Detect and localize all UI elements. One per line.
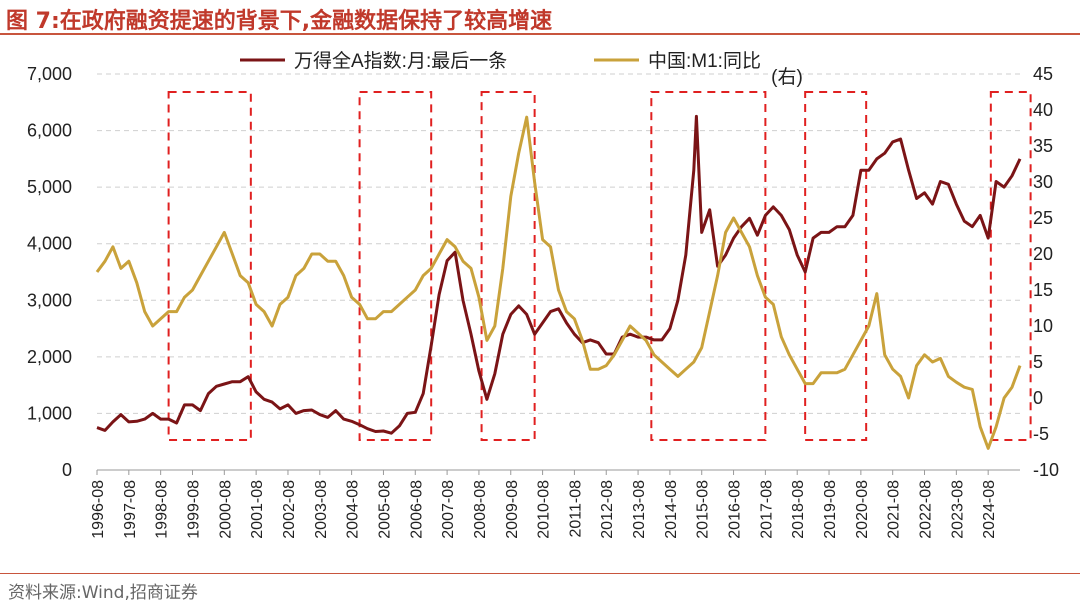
x-tick-label: 1996-08 — [90, 480, 107, 539]
x-tick-label: 2019-08 — [822, 480, 839, 539]
legend-label: 万得全A指数:月:最后一条 — [294, 50, 507, 72]
line-chart: 0 1,000 2,000 3,000 4,000 5,000 6,000 7,000 -10… — [27, 50, 1059, 539]
right-axis: -10 -5 0 5 10 15 20 25 30 35 40 45 (右) — [771, 64, 1059, 480]
left-tick-label: 0 — [62, 460, 72, 480]
left-tick-label: 1,000 — [27, 403, 72, 423]
right-tick-label: -5 — [1033, 424, 1049, 444]
x-tick-label: 2017-08 — [758, 480, 775, 539]
highlight-box — [358, 91, 433, 441]
x-tick-label: 2001-08 — [249, 480, 266, 539]
x-tick-label: 2000-08 — [217, 480, 234, 539]
figure-title: 图 7:在政府融资提速的背景下,金融数据保持了较高增速 — [6, 9, 553, 34]
x-tick-label: 2016-08 — [727, 480, 744, 539]
highlight-periods — [167, 91, 1032, 441]
x-tick-label: 2011-08 — [567, 480, 584, 538]
right-tick-label: 30 — [1033, 172, 1053, 192]
series-lines — [95, 114, 1022, 450]
left-tick-label: 7,000 — [27, 64, 72, 84]
x-tick-label: 1998-08 — [154, 480, 171, 539]
x-tick-label: 2002-08 — [281, 480, 298, 539]
x-tick-label: 2024-08 — [981, 480, 998, 539]
x-tick-label: 2023-08 — [949, 480, 966, 539]
left-tick-label: 6,000 — [27, 121, 72, 141]
highlight-box — [804, 91, 868, 441]
right-tick-label: 0 — [1033, 388, 1043, 408]
right-tick-label: 20 — [1033, 244, 1053, 264]
right-tick-label: 45 — [1033, 64, 1053, 84]
source-divider — [0, 573, 1080, 574]
x-tick-label: 2003-08 — [313, 480, 330, 539]
legend-label: 中国:M1:同比 — [648, 50, 761, 72]
x-tick-label: 2013-08 — [631, 480, 648, 539]
series-line — [95, 115, 1022, 450]
right-tick-label: 40 — [1033, 100, 1053, 120]
right-tick-label: 5 — [1033, 352, 1043, 372]
left-tick-label: 2,000 — [27, 347, 72, 367]
right-axis-label: (右) — [771, 66, 803, 88]
left-tick-label: 5,000 — [27, 177, 72, 197]
source-note: 资料来源:Wind,招商证券 — [8, 583, 198, 603]
series-line — [96, 114, 1022, 435]
grid-lines — [97, 73, 1020, 471]
highlight-box — [989, 91, 1032, 441]
x-tick-label: 1999-08 — [185, 480, 202, 539]
x-tick-label: 2015-08 — [695, 480, 712, 539]
left-axis: 0 1,000 2,000 3,000 4,000 5,000 6,000 7,000 — [27, 64, 72, 480]
x-tick-label: 2022-08 — [918, 480, 935, 539]
x-tick-label: 1997-08 — [122, 480, 139, 539]
x-tick-label: 2020-08 — [854, 480, 871, 539]
title-divider — [0, 33, 1080, 35]
x-tick-label: 2018-08 — [790, 480, 807, 539]
left-tick-label: 4,000 — [27, 234, 72, 254]
x-tick-label: 2021-08 — [886, 480, 903, 539]
x-tick-label: 2008-08 — [472, 480, 489, 539]
x-tick-label: 2004-08 — [345, 480, 362, 539]
x-tick-label: 2005-08 — [376, 480, 393, 539]
right-tick-label: 35 — [1033, 136, 1053, 156]
left-tick-label: 3,000 — [27, 290, 72, 310]
right-tick-label: 10 — [1033, 316, 1053, 336]
x-tick-label: 2006-08 — [408, 480, 425, 539]
x-tick-label: 2014-08 — [663, 480, 680, 539]
x-tick-label: 2012-08 — [599, 480, 616, 539]
highlight-box — [480, 91, 536, 441]
right-tick-label: -10 — [1033, 460, 1059, 480]
x-tick-label: 2009-08 — [504, 480, 521, 539]
right-tick-label: 25 — [1033, 208, 1053, 228]
x-tick-label: 2010-08 — [536, 480, 553, 539]
x-axis: 1996-08 1997-08 1998-08 1999-08 2000-08 2001-… — [90, 470, 998, 539]
highlight-box — [650, 91, 767, 441]
x-tick-label: 2007-08 — [440, 480, 457, 539]
right-tick-label: 15 — [1033, 280, 1053, 300]
highlight-box — [167, 91, 252, 441]
legend: 万得全A指数:月:最后一条 中国:M1:同比 — [240, 50, 761, 72]
